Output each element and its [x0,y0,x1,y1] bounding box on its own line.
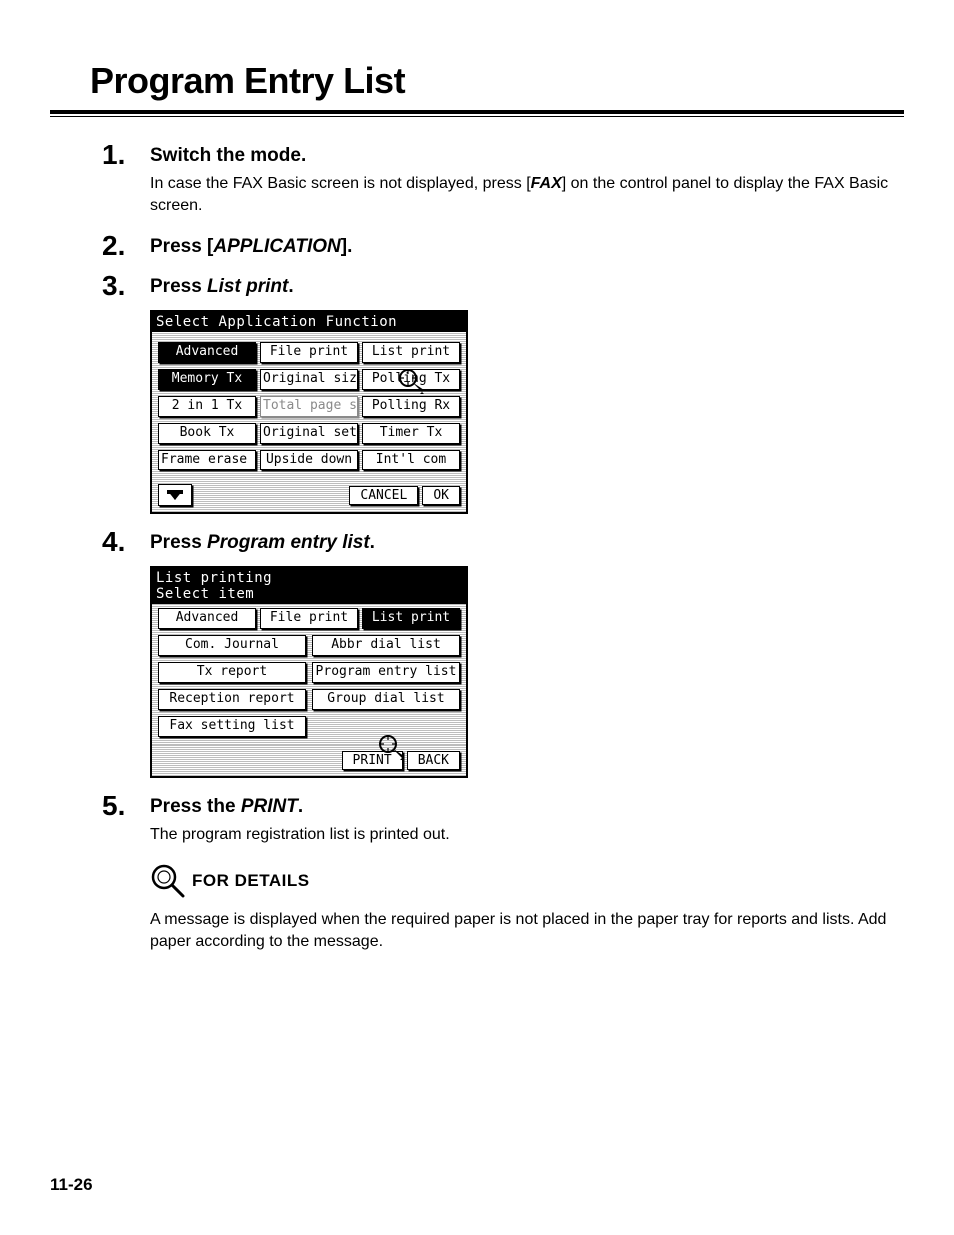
list-item-com-journal[interactable]: Com. Journal [158,635,306,656]
page-number: 11-26 [50,1175,93,1195]
app-btn-memory-tx[interactable]: Memory Tx [158,369,256,390]
down-arrow-button[interactable] [158,484,192,506]
app-btn-2-in-1-tx[interactable]: 2 in 1 Tx [158,396,256,417]
list-item-reception-report[interactable]: Reception report [158,689,306,710]
app-btn-file-print[interactable]: File print [260,342,358,363]
list-item-abbr-dial-list[interactable]: Abbr dial list [312,635,460,656]
app-btn-original-size-set[interactable]: Original size set [260,369,358,390]
step-3-ital: List print [207,276,288,297]
app-btn-int-l-com[interactable]: Int'l com [362,450,460,471]
step-4-heading: Press Program entry list. [150,532,904,554]
for-details-label: FOR DETAILS [192,871,310,891]
magnifier-icon [150,863,186,899]
step-4-ital: Program entry list [207,532,370,553]
step-5-post: . [298,796,303,817]
step-2-post: ]. [341,236,353,257]
step-2-heading: Press [APPLICATION]. [150,236,904,258]
step-2-pre: Press [ [150,236,213,257]
list-item-fax-setting-list[interactable]: Fax setting list [158,716,306,737]
app-btn-book-tx[interactable]: Book Tx [158,423,256,444]
step-5-heading: Press the PRINT. [150,796,904,818]
rule-thin [50,116,904,117]
step-1-body-fax: FAX [531,175,562,192]
app-btn-polling-tx[interactable]: Polling Tx [362,369,460,390]
list-item-tx-report[interactable]: Tx report [158,662,306,683]
step-1-heading: Switch the mode. [150,145,904,167]
app-btn-original-setting[interactable]: Original setting [260,423,358,444]
step-3-pre: Press [150,276,207,297]
step-3-post: . [288,276,293,297]
panel-list-title-1: List printing [156,570,272,586]
panel-list-title-2: Select item [156,586,254,602]
panel-app-title: Select Application Function [152,312,466,332]
cancel-button[interactable]: CANCEL [349,486,418,505]
app-btn-advanced[interactable]: Advanced [158,342,256,363]
list-printing-screenshot: List printing Select item AdvancedFile p… [150,566,468,778]
app-btn-timer-tx[interactable]: Timer Tx [362,423,460,444]
page-title: Program Entry List [90,60,904,102]
list-item-program-entry-list[interactable]: Program entry list [312,662,460,683]
app-btn-list-print[interactable]: List print [362,342,460,363]
panel-list-title: List printing Select item [152,568,466,604]
ok-button[interactable]: OK [422,486,460,505]
application-function-screenshot: Select Application Function AdvancedFile… [150,310,468,515]
app-btn-polling-rx[interactable]: Polling Rx [362,396,460,417]
app-btn-total-page-set[interactable]: Total page set [260,396,358,417]
tab-list-print[interactable]: List print [362,608,460,629]
app-btn-frame-erase-tx[interactable]: Frame erase Tx [158,450,256,471]
for-details-body: A message is displayed when the required… [150,909,904,954]
step-3-heading: Press List print. [150,276,904,298]
list-item-group-dial-list[interactable]: Group dial list [312,689,460,710]
step-5-ital: PRINT [241,796,298,817]
step-4-post: . [370,532,375,553]
print-button[interactable]: PRINT [342,751,403,770]
step-2-app: APPLICATION [213,236,340,257]
tab-file-print[interactable]: File print [260,608,358,629]
step-5-pre: Press the [150,796,241,817]
app-btn-upside-down[interactable]: Upside down [260,450,358,471]
step-4-pre: Press [150,532,207,553]
back-button[interactable]: BACK [407,751,460,770]
step-1-body: In case the FAX Basic screen is not disp… [150,173,904,218]
step-5-body: The program registration list is printed… [150,824,904,846]
rule-thick [50,110,904,114]
tab-advanced[interactable]: Advanced [158,608,256,629]
step-1-body-pre: In case the FAX Basic screen is not disp… [150,175,531,192]
